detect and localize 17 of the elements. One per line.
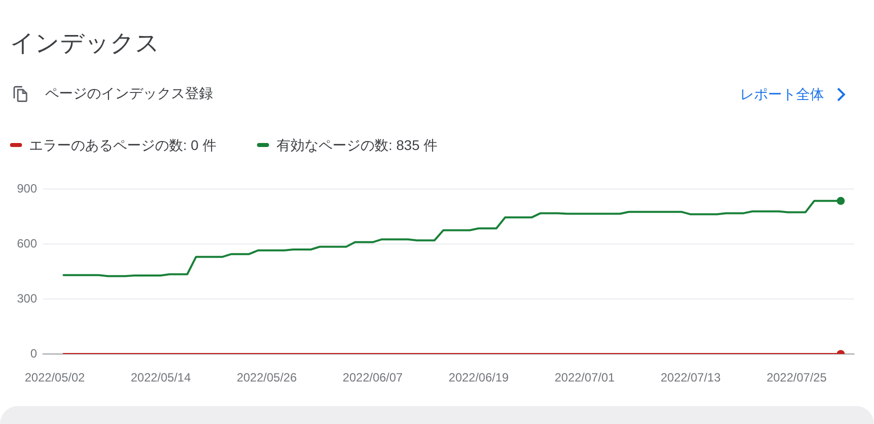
x-tick-label: 2022/05/26 xyxy=(236,370,298,385)
y-tick-label: 600 xyxy=(16,236,38,250)
x-tick-label: 2022/07/13 xyxy=(660,370,721,385)
x-tick-label: 2022/07/25 xyxy=(766,370,827,385)
legend-label: 有効なページの数: 835 件 xyxy=(276,136,438,154)
x-tick-label: 2022/07/01 xyxy=(554,370,615,385)
x-tick-label: 2022/05/14 xyxy=(130,370,192,385)
y-tick-label: 0 xyxy=(30,346,38,360)
x-tick-label: 2022/05/02 xyxy=(24,370,86,385)
x-tick-label: 2022/06/19 xyxy=(448,370,510,385)
chart-title: インデックス xyxy=(10,29,160,59)
x-tick-label: 2022/06/07 xyxy=(342,370,404,385)
y-tick-label: 300 xyxy=(16,291,38,306)
legend-label: エラーのあるページの数: 0 件 xyxy=(29,136,216,154)
y-tick-label: 900 xyxy=(16,181,38,196)
chart-subtitle: ページのインデックス登録 xyxy=(45,84,213,102)
text: レポート全体 xyxy=(740,85,824,103)
